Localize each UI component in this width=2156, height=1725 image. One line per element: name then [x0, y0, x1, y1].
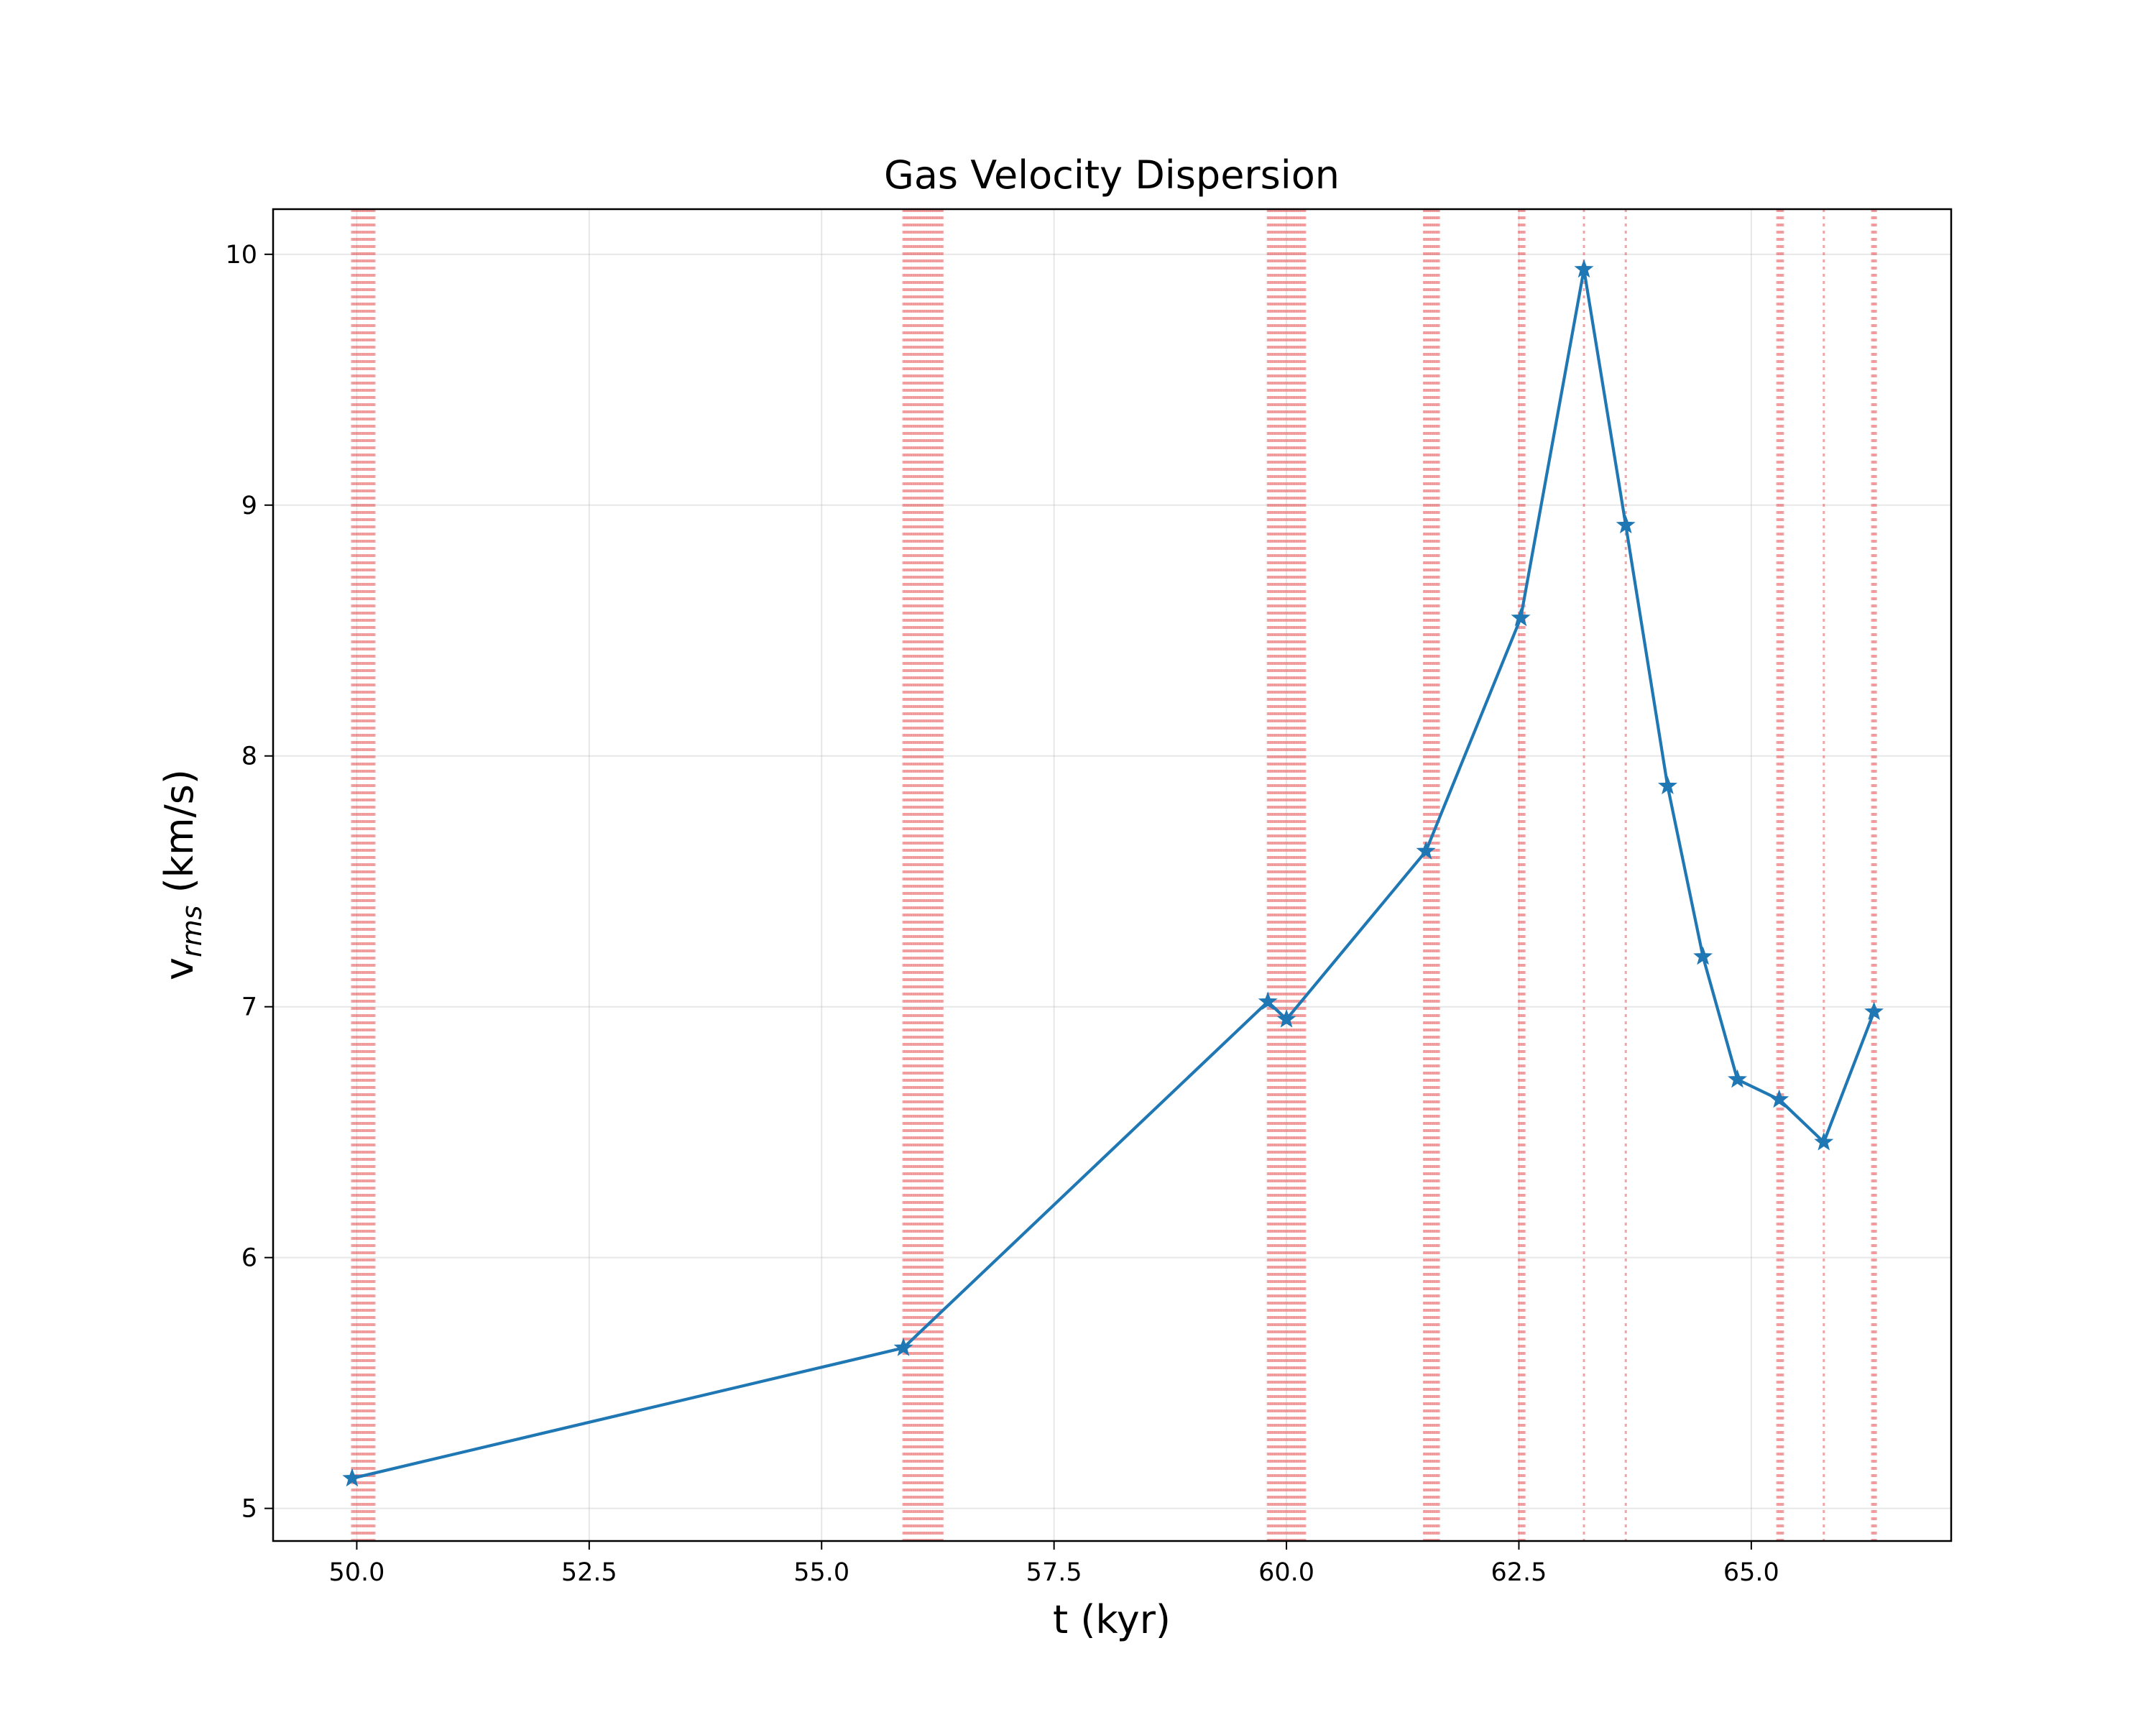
data-point-marker: [1416, 841, 1436, 860]
x-tick-label: 65.0: [1723, 1558, 1779, 1587]
y-axis-label-units: (km/s): [157, 769, 202, 906]
y-tick-label: 8: [241, 742, 257, 771]
data-point-marker: [1769, 1089, 1789, 1108]
y-tick-label: 6: [241, 1244, 257, 1273]
data-point-marker: [1693, 946, 1713, 965]
x-tick-label: 60.0: [1258, 1558, 1314, 1587]
data-point-marker: [342, 1468, 362, 1487]
y-tick-label: 5: [241, 1495, 257, 1524]
chart-title: Gas Velocity Dispersion: [884, 152, 1340, 198]
data-point-marker: [1574, 259, 1594, 278]
data-point-marker: [1276, 1009, 1296, 1028]
data-point-marker: [893, 1338, 913, 1356]
plot-frame: [272, 208, 1953, 1542]
x-axis-label: t (kyr): [1053, 1597, 1171, 1642]
x-tick-label: 57.5: [1026, 1558, 1082, 1587]
series-layer: [342, 259, 1884, 1487]
y-tick-label: 7: [241, 993, 257, 1022]
y-tick-label: 10: [225, 241, 257, 270]
data-point-marker: [1728, 1069, 1747, 1088]
y-axis-label: vrms (km/s): [157, 769, 208, 980]
x-tick-label: 55.0: [793, 1558, 849, 1587]
y-axis-label-subscript: rms: [176, 906, 208, 957]
data-point-marker: [1864, 1001, 1884, 1021]
data-point-marker: [1511, 607, 1531, 627]
series-line: [351, 269, 1876, 1480]
data-point-marker: [1814, 1131, 1834, 1151]
y-tick-label: 9: [241, 492, 257, 520]
y-axis-label-symbol: v: [157, 957, 202, 980]
data-point-marker: [1657, 776, 1677, 795]
vertical-event-lines: [351, 209, 1877, 1541]
x-tick-label: 62.5: [1491, 1558, 1547, 1587]
data-point-marker: [1258, 991, 1278, 1011]
gridlines: [273, 209, 1951, 1541]
x-tick-label: 52.5: [561, 1558, 617, 1587]
x-tick-label: 50.0: [328, 1558, 384, 1587]
axis-ticks: 50.0 52.5 55.0 57.5 60.0 62.5 65.0 5 6 7 8 9 10: [225, 241, 1779, 1587]
data-point-marker: [1616, 515, 1636, 534]
